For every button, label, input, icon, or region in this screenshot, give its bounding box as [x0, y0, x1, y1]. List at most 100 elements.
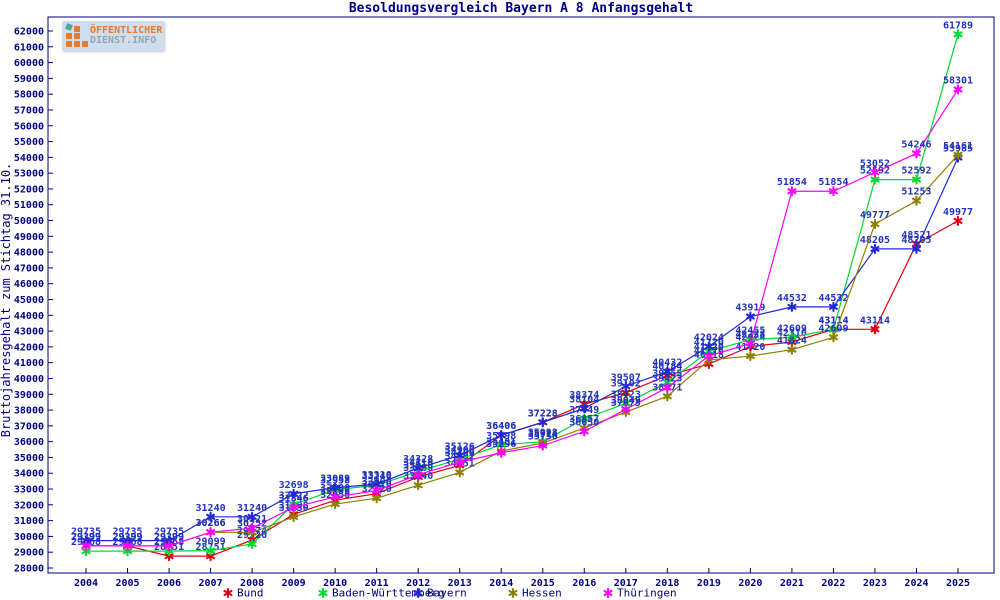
y-tick-label: 40000: [14, 374, 44, 385]
data-point: [828, 186, 838, 197]
star-spoke: [164, 542, 174, 549]
y-tick-label: 34000: [14, 469, 44, 480]
data-point: [579, 403, 589, 414]
x-tick-label: 2013: [448, 578, 472, 589]
data-point-label: 29735: [154, 527, 184, 538]
y-tick-label: 44000: [14, 311, 44, 322]
legend-label: Thüringen: [617, 587, 677, 600]
legend-marker: [318, 587, 328, 599]
data-point-label: 38423: [611, 389, 641, 400]
data-point-label: 37875: [611, 398, 641, 409]
data-point: [787, 301, 797, 312]
star-spoke: [164, 548, 174, 555]
star-spoke: [455, 459, 465, 466]
star-spoke: [745, 352, 755, 360]
data-point-label: 36857: [569, 414, 599, 425]
data-point-label: 29735: [71, 527, 101, 538]
legend-marker: [413, 587, 423, 599]
data-point-label: 31240: [196, 503, 226, 514]
star-spoke: [662, 384, 672, 391]
x-tick-label: 2025: [946, 578, 970, 589]
legend-marker: [508, 587, 518, 599]
star-spoke: [508, 589, 518, 597]
data-point-label: 51253: [901, 187, 931, 198]
y-tick-label: 61000: [14, 42, 44, 53]
y-tick-label: 55000: [14, 137, 44, 148]
y-tick-label: 42000: [14, 342, 44, 353]
legend-label: Hessen: [522, 587, 562, 600]
y-tick-label: 32000: [14, 500, 44, 511]
star-spoke: [621, 383, 631, 390]
data-point: [787, 332, 797, 343]
data-point-label: 54246: [901, 139, 931, 150]
data-point-label: 42228: [735, 329, 765, 340]
star-spoke: [579, 415, 589, 422]
data-point: [745, 338, 755, 349]
star-spoke: [538, 419, 548, 426]
star-spoke: [787, 334, 797, 341]
y-tick-label: 58000: [14, 90, 44, 101]
star-spoke: [828, 303, 838, 310]
data-point-label: 33089: [320, 474, 350, 485]
y-tick-label: 35000: [14, 453, 44, 464]
data-point-label: 36406: [486, 421, 516, 432]
y-tick-label: 59000: [14, 74, 44, 85]
data-point: [247, 523, 257, 534]
data-point-label: 43114: [818, 315, 848, 326]
x-tick-label: 2016: [572, 578, 596, 589]
legend-marker: [603, 587, 613, 599]
series-line-Baden-Württemberg: [86, 34, 959, 552]
star-spoke: [81, 537, 91, 544]
y-tick-label: 39000: [14, 390, 44, 401]
star-spoke: [911, 197, 921, 204]
data-point: [870, 167, 880, 178]
data-point-label: 54161: [943, 141, 973, 152]
data-point-label: 31240: [237, 503, 267, 514]
legend-item-Hessen: Hessen: [508, 587, 562, 600]
y-tick-label: 51000: [14, 200, 44, 211]
star-spoke: [787, 346, 797, 353]
data-point-label: 29399: [154, 532, 184, 543]
star-spoke: [164, 537, 174, 544]
y-tick-label: 37000: [14, 421, 44, 432]
star-spoke: [745, 313, 755, 320]
data-point-label: 43114: [860, 315, 890, 326]
star-spoke: [455, 452, 465, 459]
x-tick-label: 2004: [74, 578, 98, 589]
data-point-label: 35750: [528, 432, 558, 443]
data-point: [662, 391, 672, 402]
star-spoke: [247, 525, 257, 532]
data-point: [413, 480, 423, 491]
x-tick-label: 2007: [199, 578, 223, 589]
data-point: [247, 511, 257, 522]
data-point: [579, 426, 589, 437]
star-spoke: [953, 151, 963, 158]
data-point-label: 61789: [943, 20, 973, 31]
data-point-label: 42455: [735, 326, 765, 337]
data-point-label: 29399: [112, 532, 142, 543]
data-point: [538, 417, 548, 428]
data-point: [911, 243, 921, 254]
star-spoke: [745, 340, 755, 347]
star-spoke: [372, 481, 382, 488]
data-point-label: 49777: [860, 210, 890, 221]
data-point: [289, 511, 299, 523]
data-point: [206, 545, 216, 556]
data-point-label: 37228: [528, 408, 558, 419]
star-spoke: [953, 86, 963, 93]
data-point-label: 33310: [362, 470, 392, 481]
star-spoke: [870, 221, 880, 228]
legend-item-Bayern: Bayern: [413, 587, 467, 600]
x-tick-label: 2015: [531, 578, 555, 589]
y-tick-label: 43000: [14, 327, 44, 338]
oeffentlicher-dienst-logo: ÖFFENTLICHER DIENST.INFO: [62, 21, 164, 51]
plot-border: [47, 16, 995, 574]
data-point: [206, 511, 216, 522]
star-spoke: [289, 490, 299, 497]
star-spoke: [496, 441, 506, 448]
star-spoke: [330, 484, 340, 491]
star-spoke: [870, 326, 880, 333]
data-point-label: 35126: [445, 441, 475, 452]
data-point-label: 35296: [486, 439, 516, 450]
